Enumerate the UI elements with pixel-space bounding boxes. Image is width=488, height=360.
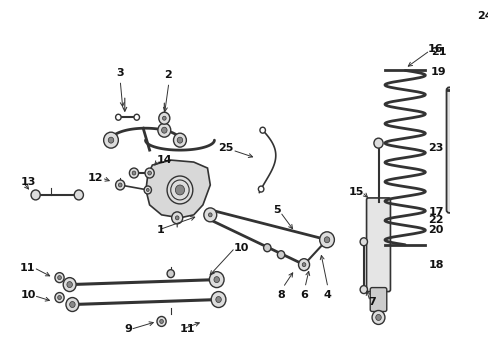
Text: 24: 24 xyxy=(476,11,488,21)
Circle shape xyxy=(211,292,225,307)
Circle shape xyxy=(115,180,124,190)
Circle shape xyxy=(160,319,163,323)
Text: 18: 18 xyxy=(427,260,443,270)
Circle shape xyxy=(146,189,149,192)
Circle shape xyxy=(359,285,366,293)
Text: 1: 1 xyxy=(157,225,164,235)
Circle shape xyxy=(209,272,224,288)
Circle shape xyxy=(74,190,83,200)
Circle shape xyxy=(465,24,472,32)
Circle shape xyxy=(162,116,166,120)
Circle shape xyxy=(277,251,284,259)
Text: 7: 7 xyxy=(367,297,375,306)
Circle shape xyxy=(463,224,474,236)
Circle shape xyxy=(319,232,334,248)
Circle shape xyxy=(55,293,64,302)
Circle shape xyxy=(215,297,221,302)
Circle shape xyxy=(258,186,264,192)
Text: 15: 15 xyxy=(348,187,363,197)
Circle shape xyxy=(58,276,61,280)
Circle shape xyxy=(462,41,466,45)
Text: 2: 2 xyxy=(164,71,171,80)
Circle shape xyxy=(167,270,174,278)
Circle shape xyxy=(359,238,366,246)
Text: 3: 3 xyxy=(116,68,124,78)
Circle shape xyxy=(464,50,473,60)
Text: 11: 11 xyxy=(180,324,195,334)
Circle shape xyxy=(375,315,381,320)
Text: 19: 19 xyxy=(430,67,446,77)
FancyBboxPatch shape xyxy=(369,288,386,311)
Circle shape xyxy=(467,71,470,75)
Text: 25: 25 xyxy=(218,143,233,153)
FancyBboxPatch shape xyxy=(366,198,389,292)
Circle shape xyxy=(324,237,329,243)
Circle shape xyxy=(298,259,309,271)
Text: 10: 10 xyxy=(20,289,36,300)
Text: 23: 23 xyxy=(427,143,443,153)
Circle shape xyxy=(66,298,79,311)
Text: 11: 11 xyxy=(20,263,36,273)
Circle shape xyxy=(145,168,154,178)
Circle shape xyxy=(129,168,138,178)
Text: 4: 4 xyxy=(323,289,330,300)
Circle shape xyxy=(177,137,183,143)
Circle shape xyxy=(161,127,167,133)
Text: 6: 6 xyxy=(300,289,307,300)
Text: 22: 22 xyxy=(427,215,443,225)
Circle shape xyxy=(115,114,121,120)
Text: 8: 8 xyxy=(277,289,285,300)
FancyBboxPatch shape xyxy=(446,87,483,213)
Circle shape xyxy=(208,213,212,217)
Circle shape xyxy=(467,228,470,232)
Text: 21: 21 xyxy=(430,48,446,58)
Text: 9: 9 xyxy=(124,324,132,334)
Text: 20: 20 xyxy=(427,225,443,235)
Circle shape xyxy=(463,67,474,78)
Circle shape xyxy=(55,273,64,283)
Circle shape xyxy=(147,171,151,175)
Circle shape xyxy=(144,186,151,194)
Circle shape xyxy=(158,123,170,137)
Polygon shape xyxy=(145,160,210,218)
Circle shape xyxy=(58,296,61,300)
Circle shape xyxy=(302,263,305,267)
Text: 12: 12 xyxy=(88,173,103,183)
Circle shape xyxy=(171,212,183,224)
Circle shape xyxy=(69,302,75,307)
Circle shape xyxy=(263,244,270,252)
Circle shape xyxy=(175,216,179,220)
Circle shape xyxy=(167,176,192,204)
Circle shape xyxy=(132,171,136,175)
Text: 10: 10 xyxy=(233,243,248,253)
Circle shape xyxy=(260,127,265,133)
Circle shape xyxy=(118,183,122,187)
Circle shape xyxy=(175,185,184,195)
Circle shape xyxy=(63,278,76,292)
Circle shape xyxy=(459,37,468,48)
Circle shape xyxy=(67,282,72,288)
Circle shape xyxy=(173,133,186,147)
Circle shape xyxy=(159,112,169,124)
Circle shape xyxy=(108,137,114,143)
Text: 5: 5 xyxy=(273,205,281,215)
Circle shape xyxy=(373,138,382,148)
Circle shape xyxy=(203,208,216,222)
Circle shape xyxy=(31,190,40,200)
Circle shape xyxy=(465,216,472,224)
Text: 13: 13 xyxy=(21,177,36,187)
Ellipse shape xyxy=(456,208,481,216)
Circle shape xyxy=(467,54,470,58)
Circle shape xyxy=(371,310,384,324)
Circle shape xyxy=(134,114,139,120)
Circle shape xyxy=(103,132,118,148)
Text: 14: 14 xyxy=(157,155,172,165)
Circle shape xyxy=(214,276,219,283)
Text: 16: 16 xyxy=(427,44,443,54)
Text: 17: 17 xyxy=(427,207,443,217)
Circle shape xyxy=(157,316,166,327)
